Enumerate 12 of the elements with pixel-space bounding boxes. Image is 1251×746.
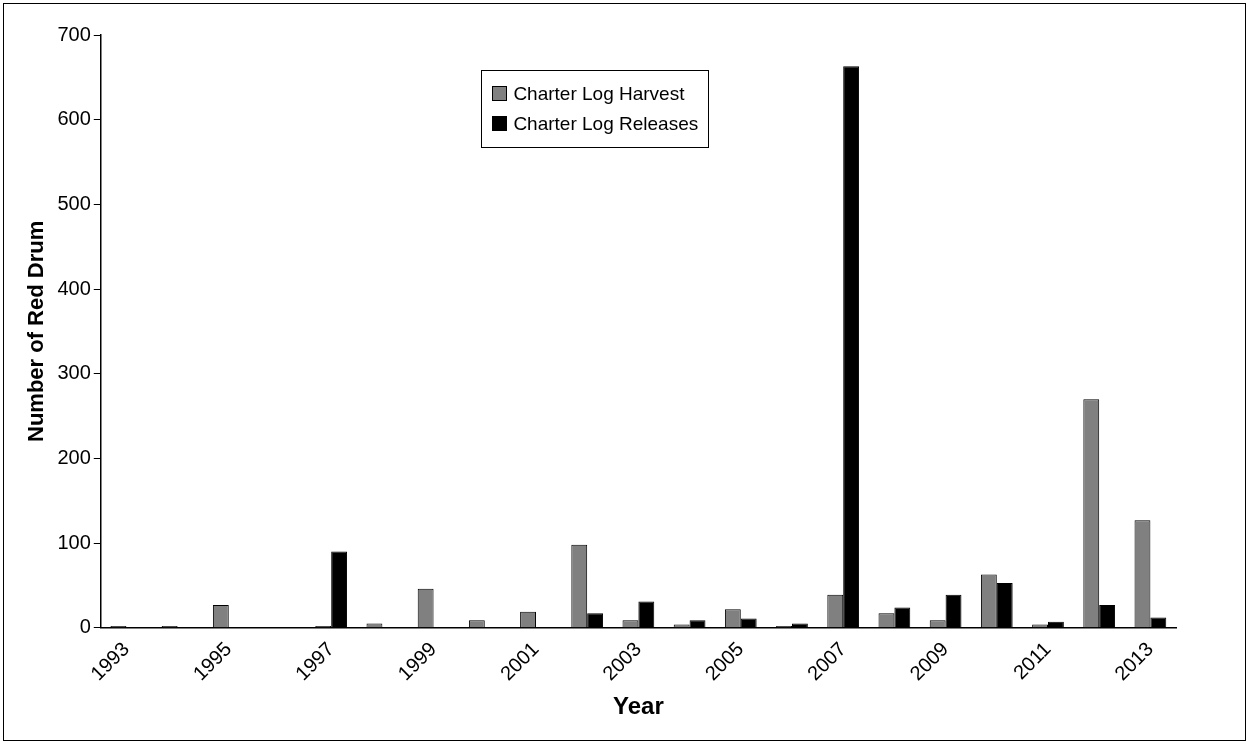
x-axis-title: Year [613, 692, 664, 720]
y-tick-label: 100 [57, 530, 91, 553]
y-tick-label: 300 [57, 361, 91, 384]
y-tick-label: 200 [57, 445, 91, 468]
y-tick-label: 700 [57, 22, 91, 45]
y-tick-label: 0 [79, 615, 91, 638]
legend-label: Charter Log Releases [513, 113, 699, 134]
y-tick-label: 400 [57, 276, 91, 299]
y-tick-label: 500 [57, 191, 91, 214]
y-tick-label: 600 [57, 107, 91, 130]
legend-label: Charter Log Harvest [513, 83, 685, 104]
y-axis-title: Number of Red Drum [23, 220, 49, 443]
